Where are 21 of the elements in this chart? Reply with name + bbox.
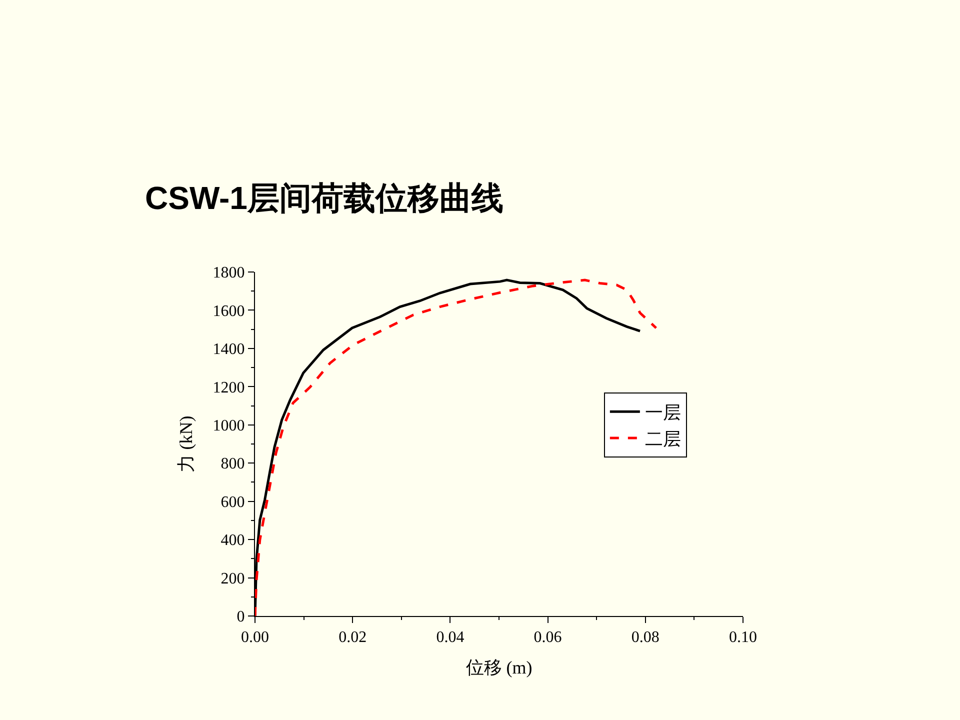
- x-tick-label: 0.04: [436, 629, 464, 646]
- legend-label: 一层: [644, 402, 681, 423]
- x-tick-label: 0.00: [241, 629, 269, 646]
- y-tick-label: 0: [236, 608, 245, 626]
- y-tick-label: 200: [220, 570, 245, 588]
- x-tick-label: 0.02: [338, 629, 367, 646]
- legend-label: 二层: [644, 429, 681, 450]
- chart-title: CSW-1层间荷载位移曲线: [145, 180, 504, 216]
- y-tick-label: 1600: [212, 302, 245, 320]
- y-tick-label: 1200: [212, 379, 245, 396]
- y-tick-label: 400: [220, 532, 245, 550]
- x-tick-label: 0.10: [729, 629, 757, 646]
- y-axis-title: 力 (kN): [176, 416, 196, 472]
- y-tick-label: 1400: [212, 341, 245, 358]
- y-tick-label: 1800: [212, 264, 245, 282]
- x-axis-title: 位移 (m): [466, 657, 532, 678]
- x-tick-label: 0.06: [534, 629, 562, 646]
- y-tick-label: 600: [220, 494, 245, 511]
- x-tick-label: 0.08: [631, 629, 660, 646]
- y-tick-label: 1000: [212, 417, 245, 434]
- y-tick-label: 800: [220, 456, 245, 473]
